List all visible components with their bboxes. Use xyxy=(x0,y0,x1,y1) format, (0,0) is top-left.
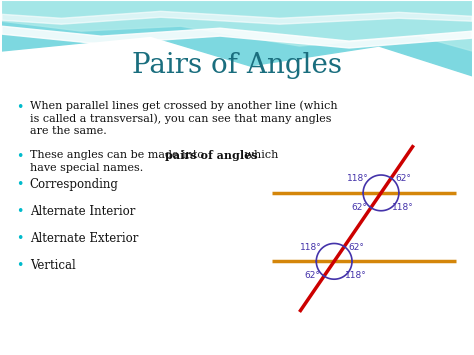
Text: which: which xyxy=(241,150,278,160)
Text: •: • xyxy=(16,232,23,245)
Text: 62°: 62° xyxy=(348,243,364,252)
Text: •: • xyxy=(16,259,23,272)
Text: 62°: 62° xyxy=(395,174,411,183)
Text: Corresponding: Corresponding xyxy=(30,179,118,191)
Text: Vertical: Vertical xyxy=(30,259,75,272)
Text: •: • xyxy=(16,179,23,191)
Text: is called a transversal), you can see that many angles: is called a transversal), you can see th… xyxy=(30,114,331,124)
Text: 118°: 118° xyxy=(392,203,414,212)
Text: When parallel lines get crossed by another line (which: When parallel lines get crossed by anoth… xyxy=(30,100,337,111)
Text: 62°: 62° xyxy=(304,271,320,280)
Text: have special names.: have special names. xyxy=(30,163,143,173)
Text: Alternate Interior: Alternate Interior xyxy=(30,205,135,218)
Text: Alternate Exterior: Alternate Exterior xyxy=(30,232,138,245)
Polygon shape xyxy=(2,1,472,76)
Text: These angles can be made into: These angles can be made into xyxy=(30,150,207,160)
Text: Pairs of Angles: Pairs of Angles xyxy=(132,53,342,80)
Text: 118°: 118° xyxy=(300,243,322,252)
Text: •: • xyxy=(16,100,23,114)
Text: 118°: 118° xyxy=(345,271,367,280)
Text: •: • xyxy=(16,205,23,218)
Polygon shape xyxy=(2,11,472,24)
Text: •: • xyxy=(16,150,23,163)
Polygon shape xyxy=(2,1,472,51)
Text: pairs of angles: pairs of angles xyxy=(165,150,258,161)
Polygon shape xyxy=(2,26,472,48)
Text: 62°: 62° xyxy=(351,203,367,212)
Text: 118°: 118° xyxy=(347,174,369,183)
Text: are the same.: are the same. xyxy=(30,126,106,136)
